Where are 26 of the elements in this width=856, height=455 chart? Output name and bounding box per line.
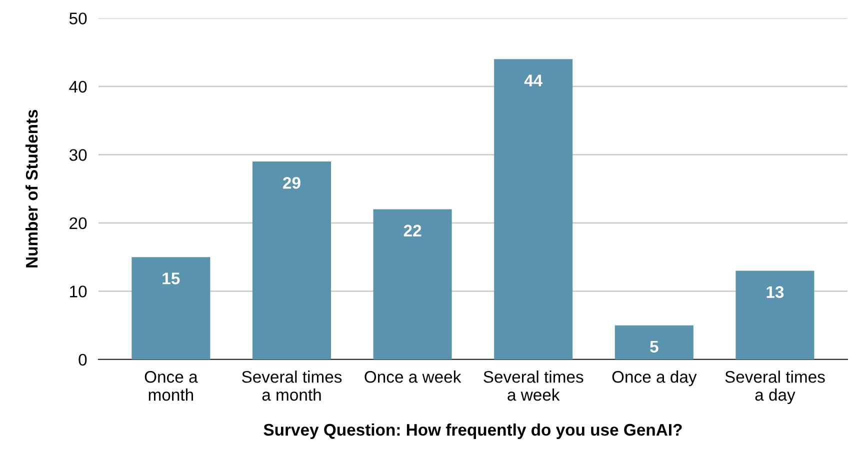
y-tick-label: 30 [69,149,87,161]
y-tick-label: 0 [78,354,87,366]
y-tick-label: 40 [69,80,87,93]
x-tick-label: Several times a week [484,370,584,401]
x-tick-label: Several times a day [725,370,825,404]
y-tick-label: 20 [70,217,87,230]
bar [494,59,573,360]
data-label: 22 [404,224,422,236]
data-label: 15 [162,272,180,284]
x-axis-title: Survey Question: How frequently do you use GenAI? [264,423,682,440]
data-label: 5 [650,340,658,353]
y-tick-label: 10 [70,286,87,298]
data-label: 44 [524,74,543,86]
x-tick-label: Several times a month [242,370,342,401]
x-tick-label: Once a week [364,370,462,383]
bar [132,257,210,360]
data-label: 29 [283,176,300,189]
bar [373,209,452,360]
x-tick-label: Once a month [144,371,198,401]
x-tick-label: Once a day [612,370,697,386]
y-axis-title: Number of Students [25,110,38,268]
y-tick-label: 50 [69,12,87,24]
bar [614,325,694,360]
data-label: 13 [766,286,784,298]
bar [252,162,331,360]
bar [736,270,814,360]
